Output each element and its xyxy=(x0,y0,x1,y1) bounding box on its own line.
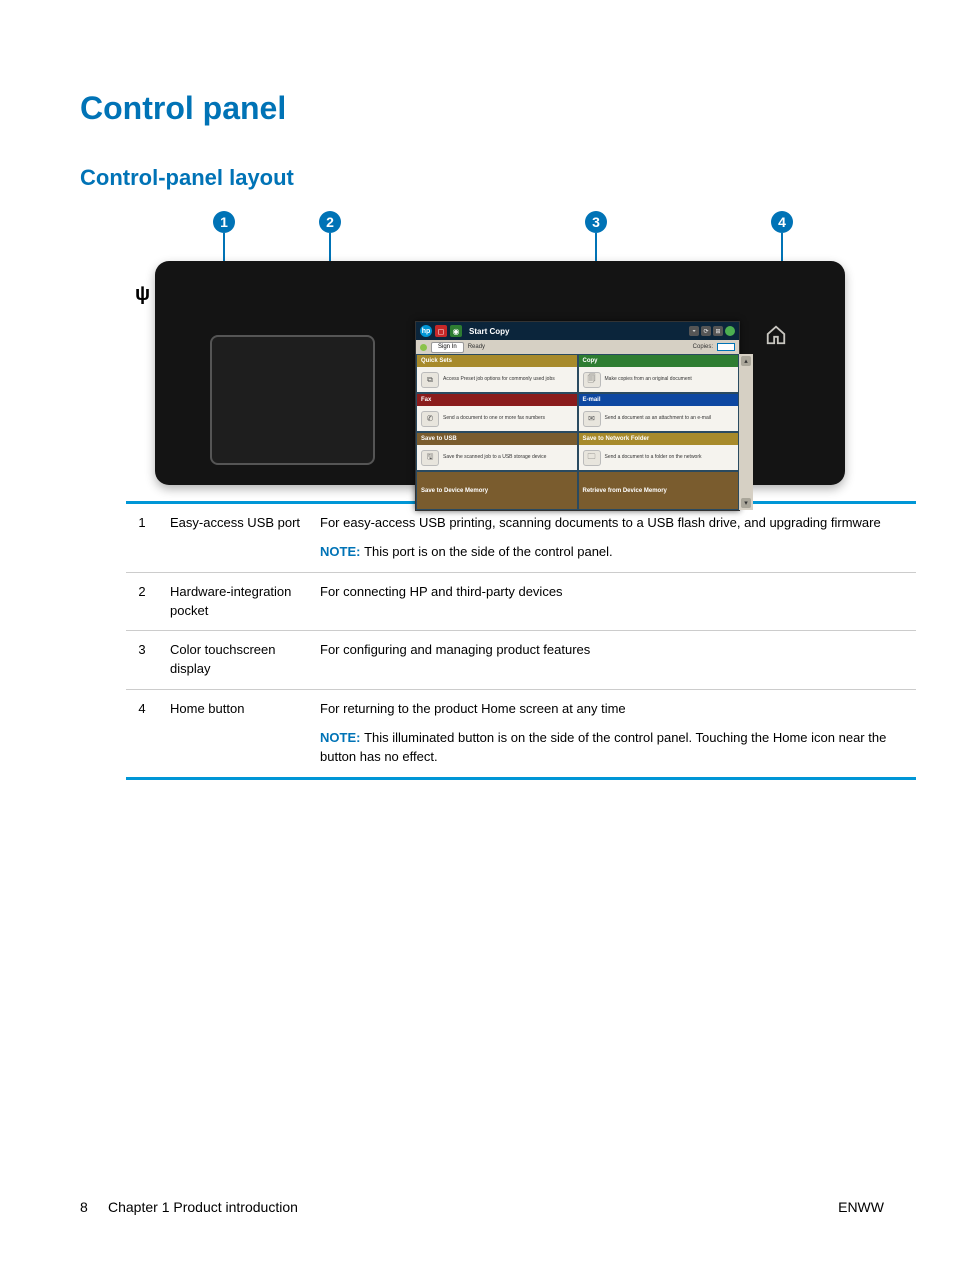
app-tile[interactable]: Retrieve from Device Memory xyxy=(578,471,740,510)
row-number: 4 xyxy=(126,690,166,779)
table-row: 4Home buttonFor returning to the product… xyxy=(126,690,916,779)
section-title: Control-panel layout xyxy=(80,165,884,191)
tile-icon: ✆ xyxy=(421,411,439,427)
tile-header: E-mail xyxy=(579,394,739,406)
page-footer: 8 Chapter 1 Product introduction ENWW xyxy=(80,1199,884,1215)
row-description: For connecting HP and third-party device… xyxy=(316,572,916,631)
network-icon: ⊞ xyxy=(713,326,723,336)
scrollbar[interactable]: ▴ ▾ xyxy=(739,354,753,510)
tile-header: Save to USB xyxy=(417,433,577,445)
note-label: NOTE: xyxy=(320,730,364,745)
copies-value[interactable] xyxy=(717,343,735,351)
feature-table: 1Easy-access USB portFor easy-access USB… xyxy=(126,501,916,780)
tile-header: Retrieve from Device Memory xyxy=(579,472,739,509)
table-row: 1Easy-access USB portFor easy-access USB… xyxy=(126,503,916,573)
row-name: Hardware-integration pocket xyxy=(166,572,316,631)
language-code: ENWW xyxy=(838,1199,884,1215)
stop-icon[interactable]: ◻ xyxy=(435,325,447,337)
ready-label: Ready xyxy=(468,344,485,350)
row-description: For configuring and managing product fea… xyxy=(316,631,916,690)
tile-description: Send a document to one or more fax numbe… xyxy=(443,415,545,422)
row-name: Easy-access USB port xyxy=(166,503,316,573)
usb-icon: ψ xyxy=(135,283,150,306)
page-number: 8 xyxy=(80,1199,108,1215)
tile-description: Make copies from an original document xyxy=(605,376,692,383)
integration-pocket xyxy=(210,335,375,465)
copies-label: Copies: xyxy=(693,344,713,350)
row-number: 3 xyxy=(126,631,166,690)
app-tile[interactable]: Save to USB 🖫 Save the scanned job to a US… xyxy=(416,432,578,471)
app-tile[interactable]: Save to Device Memory xyxy=(416,471,578,510)
app-tile[interactable]: Fax ✆ Send a document to one or more fax n… xyxy=(416,393,578,432)
tile-icon: 🗐 xyxy=(583,372,601,388)
start-icon[interactable]: ◉ xyxy=(450,325,462,337)
tile-icon: ⧉ xyxy=(421,372,439,388)
sign-in-button[interactable]: Sign In xyxy=(431,342,464,353)
row-description: For easy-access USB printing, scanning d… xyxy=(316,503,916,573)
row-number: 1 xyxy=(126,503,166,573)
scroll-down-icon[interactable]: ▾ xyxy=(741,498,751,508)
tile-header: Save to Network Folder xyxy=(579,433,739,445)
tile-icon: ✉ xyxy=(583,411,601,427)
tile-description: Access Preset job options for commonly u… xyxy=(443,376,555,383)
hp-logo-icon: hp xyxy=(420,325,432,337)
row-name: Home button xyxy=(166,690,316,779)
tile-icon: 🗀 xyxy=(583,450,601,466)
row-number: 2 xyxy=(126,572,166,631)
tile-header: Save to Device Memory xyxy=(417,472,577,509)
app-tile[interactable]: Save to Network Folder 🗀 Send a document t… xyxy=(578,432,740,471)
tile-header: Copy xyxy=(579,355,739,367)
tile-header: Fax xyxy=(417,394,577,406)
callout-number: 3 xyxy=(585,211,607,233)
page-title: Control panel xyxy=(80,90,884,127)
ready-led-icon xyxy=(420,344,427,351)
status-led-icon xyxy=(725,326,735,336)
control-panel-body: hp ◻ ◉ Start Copy ◒ ⟳ ⊞ Sign In Ready Co xyxy=(155,261,845,485)
tile-description: Send a document to a folder on the netwo… xyxy=(605,454,702,461)
home-button[interactable] xyxy=(762,321,790,349)
app-tile[interactable]: Quick Sets ⧉ Access Preset job options for… xyxy=(416,354,578,393)
status-icon: ⟳ xyxy=(701,326,711,336)
note-text: This illuminated button is on the side o… xyxy=(320,730,886,764)
row-description: For returning to the product Home screen… xyxy=(316,690,916,779)
table-row: 3Color touchscreen displayFor configurin… xyxy=(126,631,916,690)
scroll-up-icon[interactable]: ▴ xyxy=(741,356,751,366)
status-icon: ◒ xyxy=(689,326,699,336)
touchscreen[interactable]: hp ◻ ◉ Start Copy ◒ ⟳ ⊞ Sign In Ready Co xyxy=(415,321,740,511)
tile-area: Quick Sets ⧉ Access Preset job options for… xyxy=(416,354,739,510)
callout-number: 2 xyxy=(319,211,341,233)
callout-number: 1 xyxy=(213,211,235,233)
control-panel-diagram: 1 2 3 4 ψ hp ◻ ◉ Start Copy xyxy=(135,211,855,501)
screen-topbar: hp ◻ ◉ Start Copy ◒ ⟳ ⊞ xyxy=(416,322,739,340)
chapter-label: Chapter 1 Product introduction xyxy=(108,1199,838,1215)
tile-description: Send a document as an attachment to an e… xyxy=(605,415,711,422)
status-row: Sign In Ready Copies: xyxy=(416,340,739,354)
topbar-title: Start Copy xyxy=(469,327,509,336)
note-text: This port is on the side of the control … xyxy=(364,544,613,559)
tile-description: Save the scanned job to a USB storage de… xyxy=(443,454,546,461)
row-name: Color touchscreen display xyxy=(166,631,316,690)
tile-icon: 🖫 xyxy=(421,450,439,466)
app-tile[interactable]: Copy 🗐 Make copies from an original docume… xyxy=(578,354,740,393)
table-row: 2Hardware-integration pocketFor connecti… xyxy=(126,572,916,631)
tile-header: Quick Sets xyxy=(417,355,577,367)
callout-number: 4 xyxy=(771,211,793,233)
app-tile[interactable]: E-mail ✉ Send a document as an attachment … xyxy=(578,393,740,432)
note-label: NOTE: xyxy=(320,544,364,559)
